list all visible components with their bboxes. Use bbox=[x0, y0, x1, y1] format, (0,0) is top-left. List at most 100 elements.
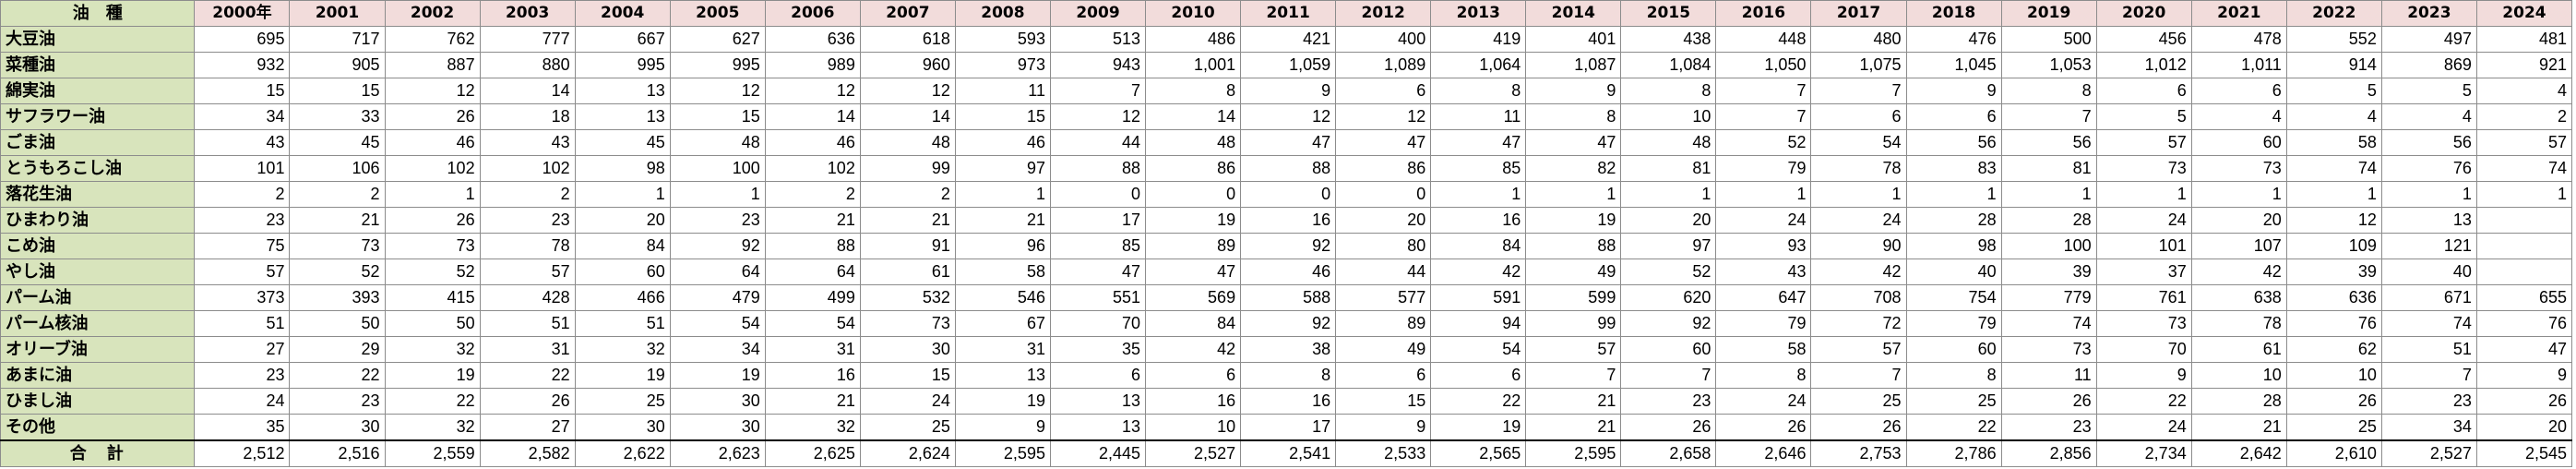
year-header: 2009 bbox=[1049, 0, 1147, 27]
total-value-cell: 2,623 bbox=[669, 439, 766, 467]
value-cell: 31 bbox=[764, 336, 861, 363]
year-header: 2022 bbox=[2285, 0, 2382, 27]
oil-type-label: サフラワー油 bbox=[0, 103, 196, 130]
value-cell: 98 bbox=[1905, 233, 2002, 259]
value-cell: 40 bbox=[1905, 259, 2002, 285]
value-cell: 932 bbox=[194, 52, 291, 78]
value-cell: 5 bbox=[2380, 78, 2477, 104]
value-cell: 15 bbox=[954, 103, 1051, 130]
value-cell: 717 bbox=[289, 26, 386, 53]
value-cell: 22 bbox=[2095, 388, 2192, 415]
value-cell: 33 bbox=[289, 103, 386, 130]
value-cell: 51 bbox=[574, 310, 671, 337]
value-cell: 79 bbox=[1715, 310, 1812, 337]
value-cell: 58 bbox=[1715, 336, 1812, 363]
value-cell: 456 bbox=[2095, 26, 2192, 53]
value-cell: 497 bbox=[2380, 26, 2477, 53]
value-cell: 47 bbox=[1240, 129, 1337, 156]
value-cell: 25 bbox=[1810, 388, 1907, 415]
value-cell: 38 bbox=[1240, 336, 1337, 363]
value-cell: 12 bbox=[1049, 103, 1147, 130]
value-cell: 47 bbox=[1335, 129, 1432, 156]
value-cell: 960 bbox=[859, 52, 956, 78]
value-cell: 52 bbox=[289, 259, 386, 285]
value-cell: 78 bbox=[1810, 155, 1907, 182]
value-cell: 56 bbox=[2380, 129, 2477, 156]
value-cell: 54 bbox=[1430, 336, 1527, 363]
value-cell: 26 bbox=[2475, 388, 2573, 415]
value-cell: 15 bbox=[194, 78, 291, 104]
value-cell: 91 bbox=[859, 233, 956, 259]
value-cell: 70 bbox=[1049, 310, 1147, 337]
table-row: パーム油 373 393 415 428 466 479 499 532 546 551 569 588… bbox=[0, 284, 2573, 311]
value-cell: 8 bbox=[1905, 362, 2002, 389]
value-cell: 109 bbox=[2285, 233, 2382, 259]
value-cell: 12 bbox=[384, 78, 481, 104]
value-cell: 62 bbox=[2285, 336, 2382, 363]
total-value-cell: 2,624 bbox=[859, 439, 956, 467]
value-cell: 17 bbox=[1049, 207, 1147, 234]
value-cell: 61 bbox=[859, 259, 956, 285]
value-cell: 1 bbox=[1810, 181, 1907, 208]
year-header: 2005 bbox=[669, 0, 766, 27]
value-cell: 39 bbox=[2000, 259, 2097, 285]
value-cell: 30 bbox=[574, 414, 671, 441]
value-cell: 1 bbox=[2475, 181, 2573, 208]
value-cell: 9 bbox=[1905, 78, 2002, 104]
value-cell: 19 bbox=[574, 362, 671, 389]
value-cell: 887 bbox=[384, 52, 481, 78]
oil-type-label: パーム油 bbox=[0, 284, 196, 311]
value-cell: 9 bbox=[954, 414, 1051, 441]
value-cell: 636 bbox=[2285, 284, 2382, 311]
year-header: 2006 bbox=[764, 0, 861, 27]
table-row: サフラワー油 34 33 26 18 13 15 14 14 15 12 14 12 12 11 8 10 7 6 6… bbox=[0, 103, 2573, 130]
value-cell: 21 bbox=[1525, 414, 1622, 441]
value-cell: 44 bbox=[1049, 129, 1147, 156]
value-cell: 60 bbox=[2190, 129, 2287, 156]
header-row: 油 種 2000年 2001 2002 2003 2004 2005 2006 2007 2008… bbox=[0, 0, 2573, 27]
value-cell: 25 bbox=[1905, 388, 2002, 415]
value-cell: 761 bbox=[2095, 284, 2192, 311]
value-cell: 21 bbox=[1525, 388, 1622, 415]
value-cell: 20 bbox=[2475, 414, 2573, 441]
value-cell: 34 bbox=[2380, 414, 2477, 441]
value-cell: 869 bbox=[2380, 52, 2477, 78]
value-cell: 52 bbox=[384, 259, 481, 285]
value-cell bbox=[2475, 233, 2573, 259]
value-cell: 7 bbox=[1620, 362, 1717, 389]
value-cell: 636 bbox=[764, 26, 861, 53]
value-cell: 100 bbox=[2000, 233, 2097, 259]
oil-type-label: 大豆油 bbox=[0, 26, 196, 53]
value-cell: 7 bbox=[1810, 78, 1907, 104]
value-cell: 46 bbox=[764, 129, 861, 156]
value-cell: 47 bbox=[1145, 259, 1242, 285]
value-cell: 84 bbox=[574, 233, 671, 259]
value-cell: 22 bbox=[384, 388, 481, 415]
value-cell: 777 bbox=[479, 26, 576, 53]
value-cell: 500 bbox=[2000, 26, 2097, 53]
value-cell: 7 bbox=[2380, 362, 2477, 389]
value-cell: 58 bbox=[2285, 129, 2382, 156]
value-cell: 11 bbox=[954, 78, 1051, 104]
value-cell: 57 bbox=[1810, 336, 1907, 363]
value-cell: 22 bbox=[1430, 388, 1527, 415]
value-cell: 989 bbox=[764, 52, 861, 78]
table-row: 綿実油 15 15 12 14 13 12 12 12 11 7 8 9 6 8 9 8 7 7 9 8 6 6 5 5 4 bbox=[0, 78, 2573, 104]
value-cell: 34 bbox=[194, 103, 291, 130]
value-cell: 448 bbox=[1715, 26, 1812, 53]
value-cell: 438 bbox=[1620, 26, 1717, 53]
value-cell: 32 bbox=[764, 414, 861, 441]
value-cell: 27 bbox=[479, 414, 576, 441]
value-cell: 15 bbox=[669, 103, 766, 130]
value-cell: 6 bbox=[1335, 78, 1432, 104]
value-cell: 78 bbox=[479, 233, 576, 259]
value-cell: 40 bbox=[2380, 259, 2477, 285]
value-cell: 43 bbox=[1715, 259, 1812, 285]
value-cell: 880 bbox=[479, 52, 576, 78]
value-cell: 10 bbox=[1145, 414, 1242, 441]
table-row: パーム核油 51 50 50 51 51 54 54 73 67 70 84 92 89 94 99 92 79 7… bbox=[0, 310, 2573, 337]
value-cell: 11 bbox=[2000, 362, 2097, 389]
value-cell: 54 bbox=[764, 310, 861, 337]
value-cell: 94 bbox=[1430, 310, 1527, 337]
value-cell: 6 bbox=[2190, 78, 2287, 104]
